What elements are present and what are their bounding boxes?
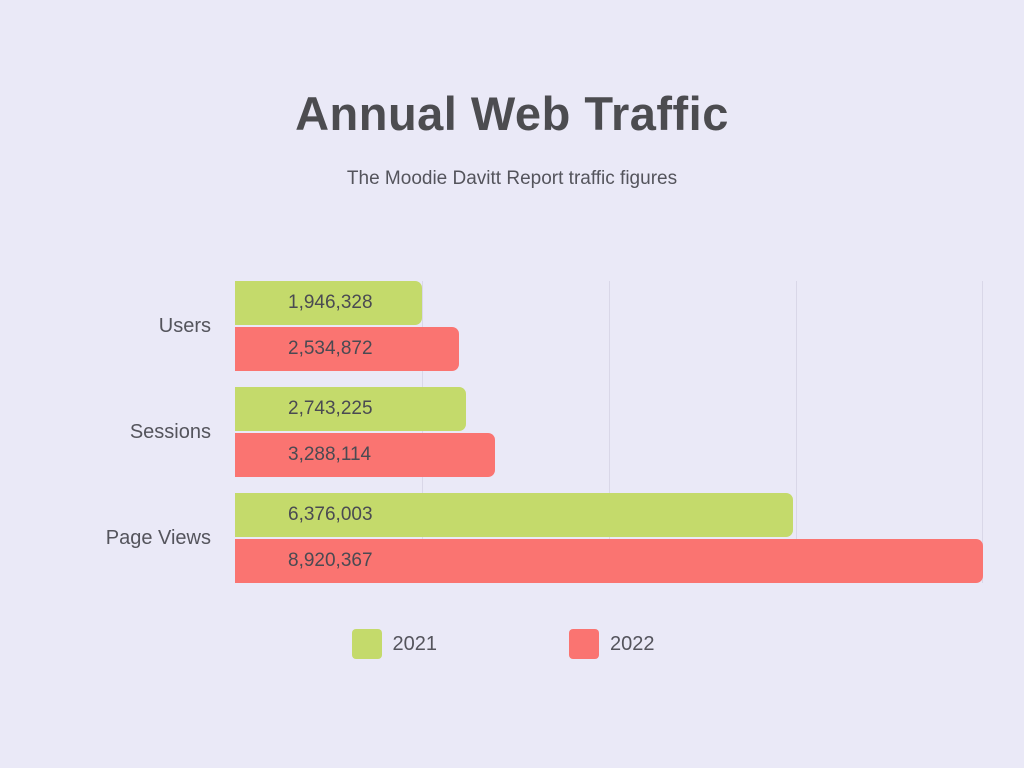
legend-item-2022: 2022 [569,629,655,659]
bar-group-page-views: Page Views 6,376,003 8,920,367 [106,493,983,583]
bar-value-label: 2,743,225 [288,398,373,419]
legend-label-2021: 2021 [392,632,438,655]
bar-value-label: 8,920,367 [288,550,373,571]
bar-chart: Users 1,946,328 2,534,872 Sessions 2,743… [106,281,983,583]
page-subtitle: The Moodie Davitt Report traffic figures [346,168,678,189]
bar-sessions-2021: 2,743,225 [235,387,467,431]
category-label-users: Users [158,314,211,337]
bar-value-label: 1,946,328 [288,292,373,313]
bar-users-2022: 2,534,872 [235,327,460,371]
legend-swatch-2022 [569,629,599,659]
bar-page-views-2021: 6,376,003 [235,493,793,537]
chart-legend: 2021 2022 [0,629,1015,659]
bar-page-views-2022: 8,920,367 [235,539,983,583]
grid-line [796,281,797,583]
bar-value-label: 2,534,872 [288,338,373,359]
bar-value-label: 6,376,003 [288,504,373,525]
category-label-page-views: Page Views [105,526,211,549]
grid-line [609,281,610,583]
legend-item-2021: 2021 [351,629,438,659]
legend-swatch-2021 [351,629,382,659]
bar-value-label: 3,288,114 [288,444,372,465]
bar-sessions-2022: 3,288,114 [235,433,496,477]
bar-users-2021: 1,946,328 [235,281,422,325]
category-label-sessions: Sessions [129,420,211,443]
page-title: Annual Web Traffic [295,87,729,140]
bar-group-users: Users 1,946,328 2,534,872 [159,281,983,371]
grid-line [422,281,423,583]
bar-group-sessions: Sessions 2,743,225 3,288,114 [130,387,983,477]
grid-line [982,281,983,583]
legend-label-2022: 2022 [610,632,655,655]
